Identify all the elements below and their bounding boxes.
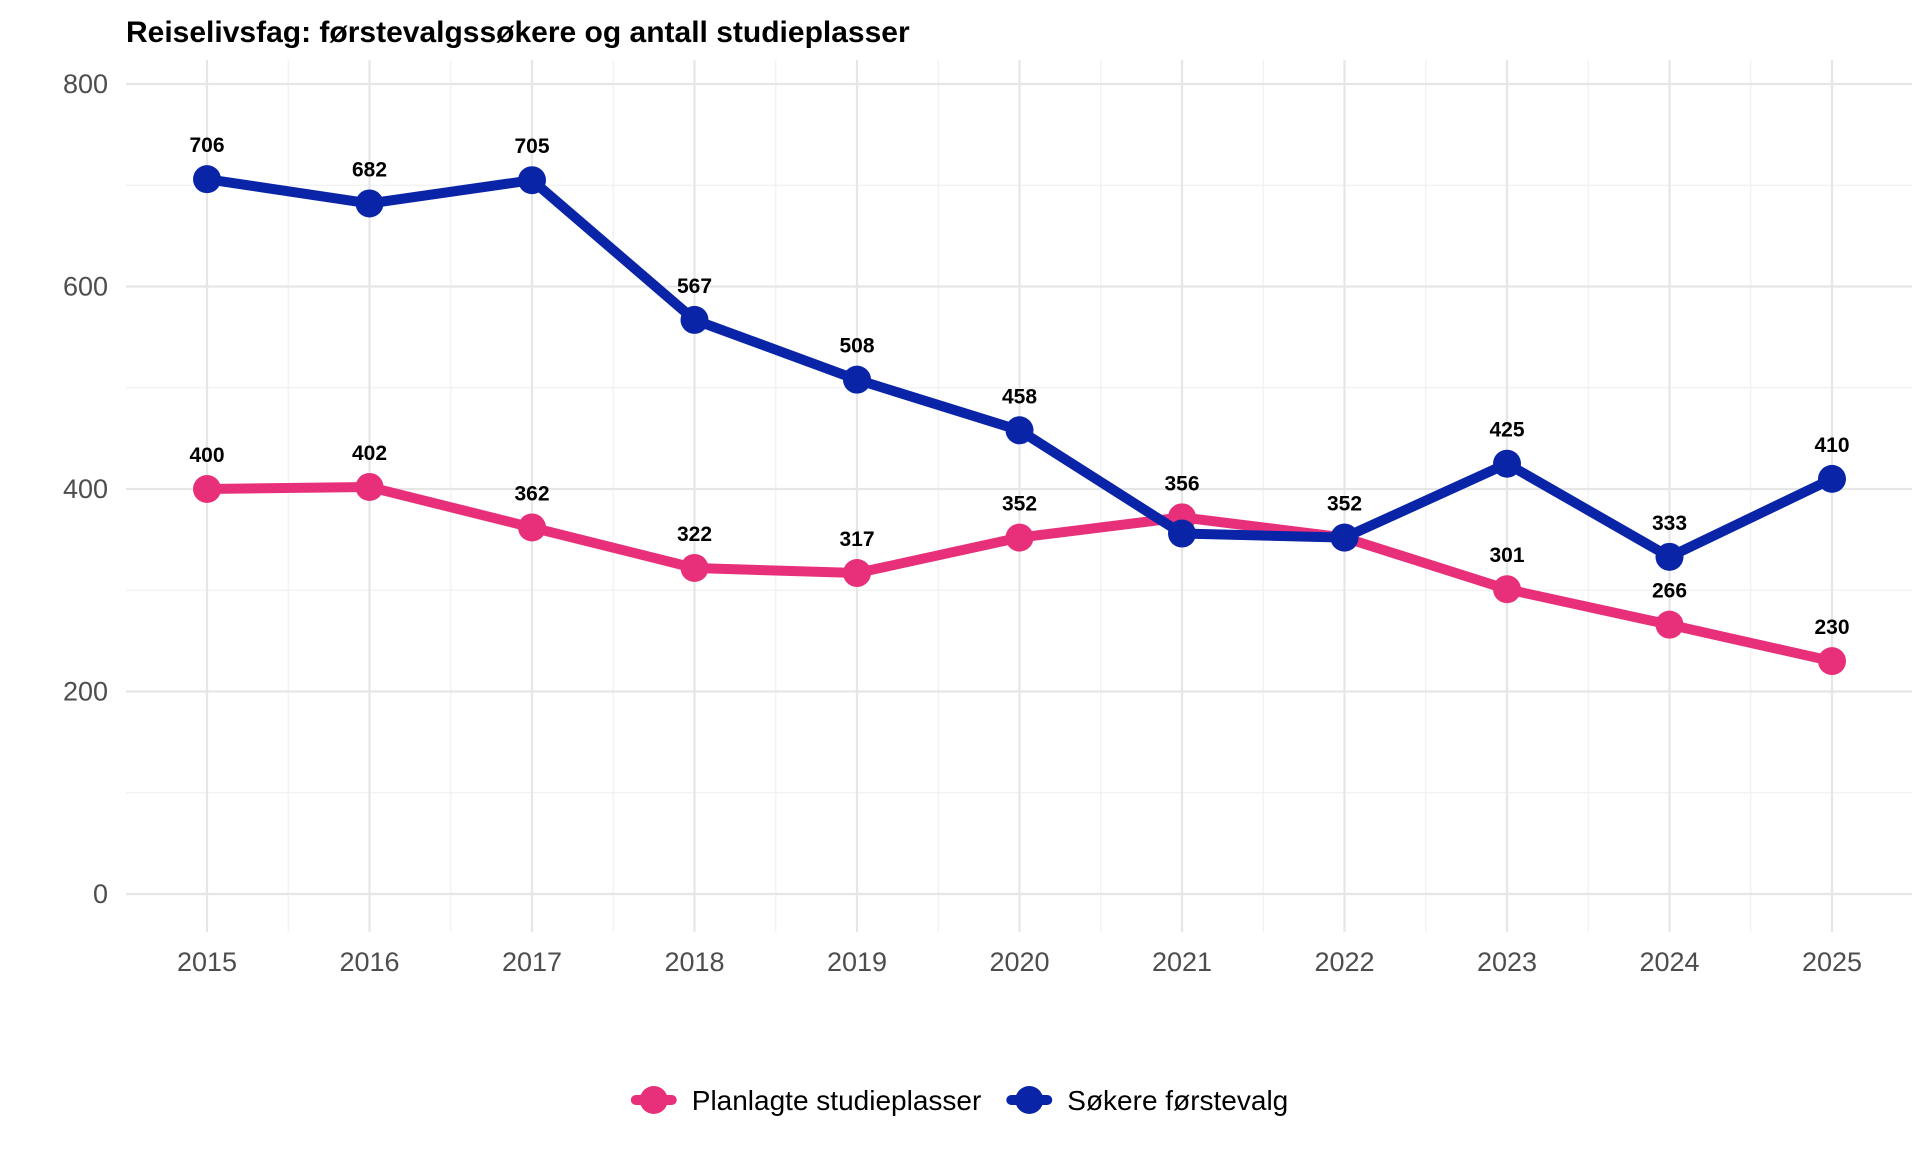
data-label: 682	[352, 158, 387, 181]
x-axis-ticks: 2015 2016 2017 2018 2019 2020 2021 2022 2023 2024…	[177, 947, 1862, 977]
data-point	[193, 475, 221, 503]
legend-key-point	[1015, 1086, 1044, 1114]
series-1	[193, 165, 1846, 571]
data-point	[680, 553, 709, 582]
x-tick-label: 2021	[1152, 947, 1212, 977]
data-label: 400	[189, 444, 224, 467]
data-point	[843, 365, 871, 394]
data-label: 425	[1489, 419, 1524, 442]
data-point	[1655, 610, 1684, 639]
data-point	[355, 472, 384, 501]
data-label: 705	[514, 135, 549, 158]
legend-item-1: Søkere førstevalg	[1006, 1085, 1288, 1116]
data-point	[1005, 416, 1034, 445]
grid-lines	[126, 60, 1912, 932]
data-point	[680, 305, 709, 334]
data-point	[518, 513, 546, 542]
data-point	[1330, 523, 1359, 552]
data-point	[1168, 519, 1196, 548]
data-point	[843, 559, 871, 588]
chart-title: Reiselivsfag: førstevalgssøkere og antal…	[126, 16, 910, 49]
data-label: 402	[352, 442, 387, 465]
legend: Planlagte studieplasser Søkere førstevalg	[630, 1085, 1288, 1116]
legend-key-point	[639, 1086, 668, 1114]
x-tick-label: 2024	[1639, 947, 1699, 977]
x-tick-label: 2015	[177, 947, 237, 977]
data-point	[1655, 542, 1684, 571]
data-point	[518, 166, 546, 195]
x-tick-label: 2025	[1802, 947, 1862, 977]
data-point	[1005, 523, 1034, 552]
data-point	[1493, 575, 1521, 604]
data-label: 706	[189, 134, 224, 157]
data-point	[355, 189, 384, 218]
data-label: 301	[1489, 544, 1524, 567]
y-tick-label: 200	[63, 677, 108, 707]
data-label: 362	[514, 482, 549, 505]
data-label: 333	[1652, 512, 1687, 535]
data-label: 352	[1002, 493, 1037, 516]
data-label: 508	[839, 335, 874, 358]
data-label: 317	[839, 528, 874, 551]
data-label: 230	[1814, 616, 1849, 639]
x-tick-label: 2019	[827, 947, 887, 977]
data-label: 410	[1814, 434, 1849, 457]
data-label: 322	[677, 523, 712, 546]
y-tick-label: 0	[93, 879, 108, 909]
data-point	[1493, 449, 1521, 478]
x-tick-label: 2016	[339, 947, 399, 977]
data-label: 352	[1327, 493, 1362, 516]
data-point	[1818, 647, 1846, 676]
x-tick-label: 2020	[989, 947, 1049, 977]
x-tick-label: 2023	[1477, 947, 1537, 977]
y-tick-label: 400	[63, 474, 108, 504]
legend-label: Søkere førstevalg	[1067, 1085, 1288, 1116]
y-axis-ticks: 0 200 400 600 800	[63, 69, 108, 909]
y-tick-label: 800	[63, 69, 108, 99]
legend-item-0: Planlagte studieplasser	[630, 1085, 982, 1116]
data-label: 458	[1002, 385, 1037, 408]
y-tick-label: 600	[63, 272, 108, 302]
x-tick-label: 2022	[1314, 947, 1374, 977]
x-tick-label: 2017	[502, 947, 562, 977]
data-label: 266	[1652, 580, 1687, 603]
legend-label: Planlagte studieplasser	[692, 1085, 982, 1116]
data-label: 356	[1164, 472, 1199, 495]
data-label: 567	[677, 275, 712, 298]
series-0	[193, 472, 1846, 676]
data-point	[193, 165, 221, 194]
series-layer: 400 402 362 322 317 352 356 352 301 266 230 706 682 7…	[189, 134, 1850, 676]
data-point	[1818, 464, 1846, 493]
x-tick-label: 2018	[664, 947, 724, 977]
